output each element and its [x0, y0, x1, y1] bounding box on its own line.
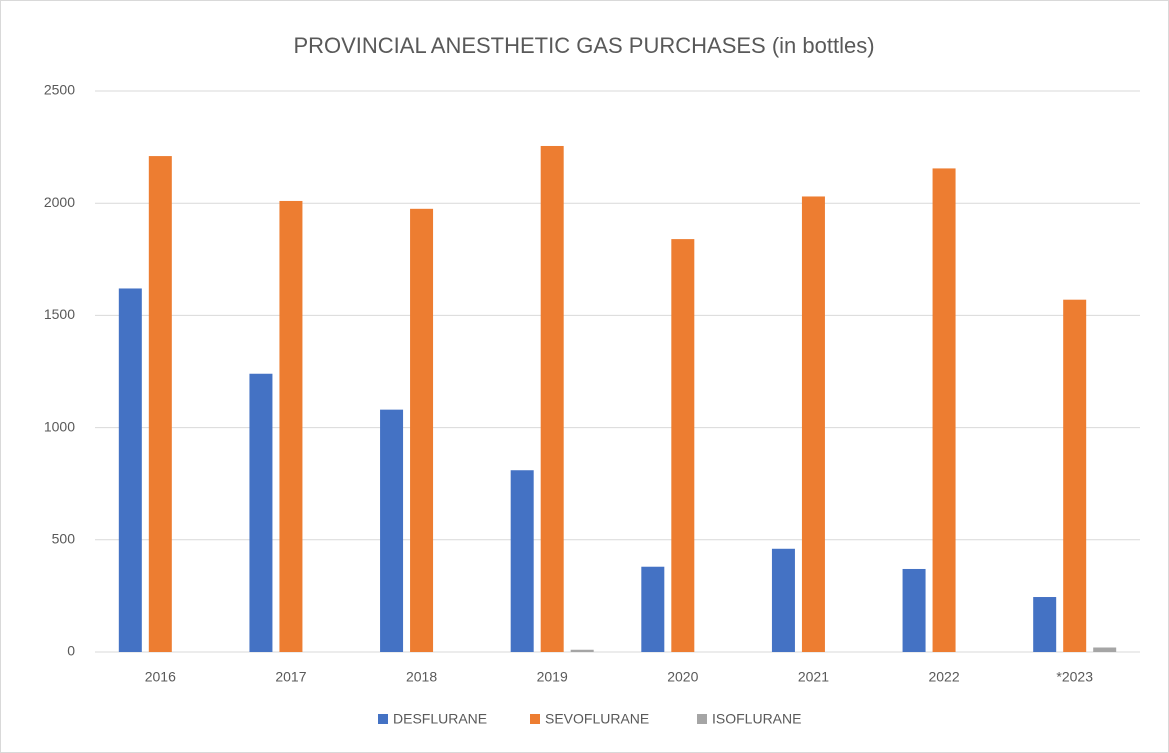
bar: [801, 196, 825, 652]
bar: [410, 208, 434, 652]
legend-swatch: [378, 714, 388, 724]
x-tick-label: *2023: [1056, 669, 1093, 685]
bar: [1033, 597, 1057, 652]
bar: [380, 409, 404, 652]
legend-label: SEVOFLURANE: [545, 711, 649, 727]
y-tick-label: 0: [67, 643, 75, 659]
y-tick-label: 1500: [44, 306, 75, 322]
bar: [118, 288, 142, 652]
bar: [771, 548, 795, 652]
bar: [148, 156, 172, 653]
bar: [540, 145, 564, 652]
x-tick-label: 2019: [537, 669, 568, 685]
x-tick-label: 2017: [275, 669, 306, 685]
bar: [279, 200, 303, 652]
legend-swatch: [697, 714, 707, 724]
y-tick-label: 500: [52, 531, 76, 547]
bar: [641, 566, 665, 652]
legend-label: DESFLURANE: [393, 711, 487, 727]
legend-label: ISOFLURANE: [712, 711, 801, 727]
bar: [1093, 647, 1117, 652]
bar: [902, 568, 926, 652]
bar: [249, 373, 273, 652]
bar: [1063, 299, 1087, 652]
x-tick-label: 2018: [406, 669, 437, 685]
y-tick-label: 1000: [44, 418, 75, 434]
chart-title: PROVINCIAL ANESTHETIC GAS PURCHASES (in …: [293, 33, 874, 58]
x-tick-label: 2021: [798, 669, 829, 685]
x-tick-label: 2022: [928, 669, 959, 685]
bar: [570, 649, 594, 652]
y-tick-label: 2000: [44, 194, 75, 210]
x-tick-label: 2016: [145, 669, 176, 685]
legend-swatch: [530, 714, 540, 724]
bar: [671, 239, 695, 652]
bar: [932, 168, 956, 652]
x-tick-label: 2020: [667, 669, 698, 685]
y-tick-label: 2500: [44, 82, 75, 98]
bar: [510, 470, 534, 652]
